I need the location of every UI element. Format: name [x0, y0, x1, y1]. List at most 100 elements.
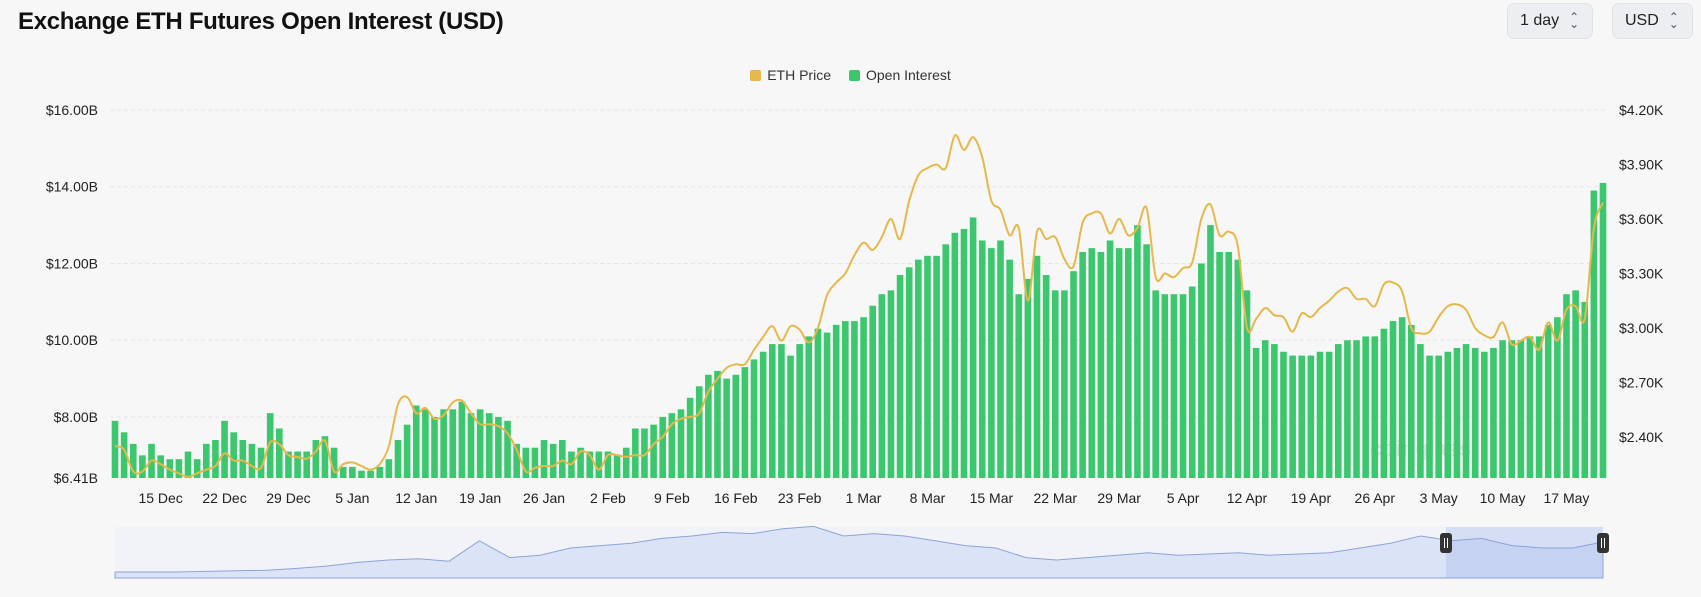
oi-bar — [622, 447, 630, 478]
oi-bar — [1499, 340, 1506, 478]
oi-bar — [495, 416, 502, 478]
interval-select[interactable]: 1 day ⌃ ⌄ — [1507, 3, 1593, 39]
oi-bar — [559, 440, 566, 478]
oi-bar — [1088, 248, 1096, 478]
y-right-tick-label: $3.30K — [1619, 265, 1664, 281]
oi-bar — [1380, 328, 1388, 478]
oi-bar — [768, 344, 776, 478]
navigator-selection[interactable] — [1446, 527, 1603, 578]
x-tick-label: 9 Feb — [654, 490, 690, 506]
oi-bar — [796, 344, 803, 478]
oi-bar — [1051, 290, 1059, 478]
oi-bar — [1079, 251, 1086, 478]
legend-item-open-interest[interactable]: Open Interest — [848, 67, 951, 83]
oi-bar — [650, 424, 657, 478]
oi-bar — [458, 401, 466, 478]
navigator-area — [114, 525, 1604, 579]
x-tick-label: 26 Apr — [1355, 490, 1396, 506]
x-tick-label: 19 Apr — [1291, 490, 1332, 506]
oi-bar — [367, 470, 374, 478]
oi-bar — [193, 459, 201, 478]
navigator-handle-right[interactable] — [1597, 533, 1609, 553]
oi-bar — [1389, 321, 1397, 478]
oi-bar — [239, 440, 247, 478]
x-tick-label: 15 Dec — [138, 490, 182, 506]
oi-bar — [1179, 294, 1187, 478]
oi-bar — [403, 424, 411, 478]
x-tick-label: 5 Apr — [1167, 490, 1200, 506]
oi-bar — [1289, 355, 1296, 478]
oi-bar — [1398, 317, 1406, 478]
oi-bar — [988, 248, 995, 478]
oi-bar — [668, 413, 676, 478]
oi-bar — [476, 409, 484, 478]
oi-bar — [978, 240, 986, 478]
oi-bar — [1517, 340, 1525, 478]
oi-bar — [1325, 351, 1333, 478]
oi-bar — [1170, 294, 1178, 478]
oi-bar — [504, 420, 511, 478]
legend-swatch-oi — [848, 69, 860, 81]
oi-bar — [1508, 340, 1516, 478]
oi-bar — [604, 451, 612, 478]
oi-bar — [1261, 340, 1269, 478]
x-tick-label: 2 Feb — [590, 490, 626, 506]
oi-bar — [1563, 294, 1570, 478]
y-left-tick-label: $8.00B — [54, 409, 98, 425]
left-axis: $6.41B $8.00B $10.00B $12.00B $14.00B $16.00B — [46, 102, 98, 486]
oi-bar — [266, 413, 274, 478]
oi-bar — [1006, 259, 1013, 478]
oi-bar — [285, 451, 292, 478]
oi-bars — [111, 182, 1607, 479]
oi-bar — [1407, 324, 1415, 478]
oi-bar — [248, 443, 256, 478]
right-axis: $2.40K $2.70K $3.00K $3.30K $3.60K $3.90K $4.2… — [1619, 102, 1664, 445]
oi-bar — [1599, 182, 1607, 478]
oi-bar — [1481, 351, 1488, 478]
oi-bar — [705, 374, 712, 478]
x-tick-label: 19 Jan — [459, 490, 501, 506]
x-tick-label: 15 Mar — [970, 490, 1014, 506]
updown-chevron-icon: ⌃ ⌄ — [1569, 10, 1580, 31]
oi-bar — [632, 428, 639, 478]
oi-bar — [1115, 248, 1123, 478]
navigator-handle-left[interactable] — [1440, 533, 1452, 553]
oi-bar — [1015, 294, 1023, 478]
oi-bar — [695, 386, 703, 478]
oi-bar — [1417, 344, 1424, 478]
x-tick-label: 8 Mar — [910, 490, 946, 506]
x-tick-label: 12 Jan — [395, 490, 437, 506]
oi-bar — [860, 317, 867, 478]
oi-bar — [431, 416, 438, 478]
oi-bar — [686, 397, 694, 478]
legend-item-eth-price[interactable]: ETH Price — [750, 67, 831, 83]
x-tick-label: 12 Apr — [1227, 490, 1268, 506]
oi-bar — [157, 455, 164, 478]
oi-bar — [184, 451, 192, 478]
oi-bar — [1526, 336, 1534, 478]
x-tick-label: 22 Mar — [1033, 490, 1077, 506]
currency-select[interactable]: USD ⌃ ⌄ — [1612, 3, 1693, 39]
oi-bar — [732, 374, 740, 478]
page-title: Exchange ETH Futures Open Interest (USD) — [18, 8, 504, 35]
updown-chevron-icon: ⌃ ⌄ — [1668, 10, 1679, 31]
navigator[interactable] — [114, 525, 1609, 579]
y-right-tick-label: $2.40K — [1619, 429, 1664, 445]
oi-bar — [1344, 340, 1351, 478]
oi-bar — [933, 255, 940, 478]
y-right-tick-label: $3.90K — [1619, 156, 1664, 172]
oi-bar — [641, 428, 648, 478]
oi-bar — [1061, 290, 1068, 478]
oi-bar — [1188, 286, 1196, 478]
oi-bar — [915, 259, 922, 478]
interval-value: 1 day — [1520, 12, 1560, 29]
oi-bar — [394, 440, 402, 478]
oi-bar — [887, 290, 895, 478]
oi-bar — [1216, 251, 1223, 478]
oi-bar — [842, 321, 849, 478]
oi-bar — [1033, 255, 1041, 478]
oi-bar — [312, 440, 320, 478]
x-tick-label: 3 May — [1420, 490, 1458, 506]
oi-bar — [905, 267, 913, 478]
oi-bar — [750, 359, 758, 478]
